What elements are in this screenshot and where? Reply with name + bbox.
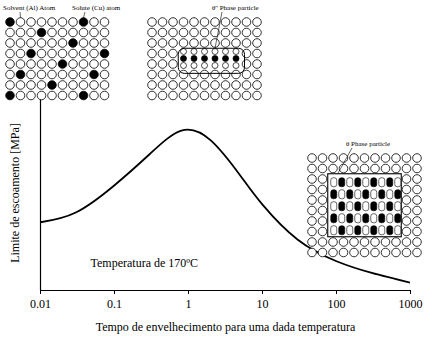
svg-text:Temperatura de 170ºC: Temperatura de 170ºC (91, 256, 199, 270)
svg-text:100: 100 (328, 297, 346, 311)
svg-text:Solvent (Al) Atom: Solvent (Al) Atom (3, 4, 56, 12)
svg-text:θ'' Phase particle: θ'' Phase particle (212, 4, 259, 12)
svg-text:1: 1 (186, 297, 192, 311)
svg-text:10: 10 (257, 297, 269, 311)
svg-text:1000: 1000 (399, 297, 423, 311)
svg-text:Solute (Cu) atom: Solute (Cu) atom (72, 4, 121, 12)
svg-text:0.1: 0.1 (107, 297, 122, 311)
svg-text:θ Phase particle: θ Phase particle (346, 140, 390, 148)
svg-text:Limite de escoamento [MPa]: Limite de escoamento [MPa] (8, 123, 22, 263)
svg-text:Tempo de envelhecimento para u: Tempo de envelhecimento para uma dada te… (96, 320, 356, 334)
svg-text:0.01: 0.01 (30, 297, 51, 311)
